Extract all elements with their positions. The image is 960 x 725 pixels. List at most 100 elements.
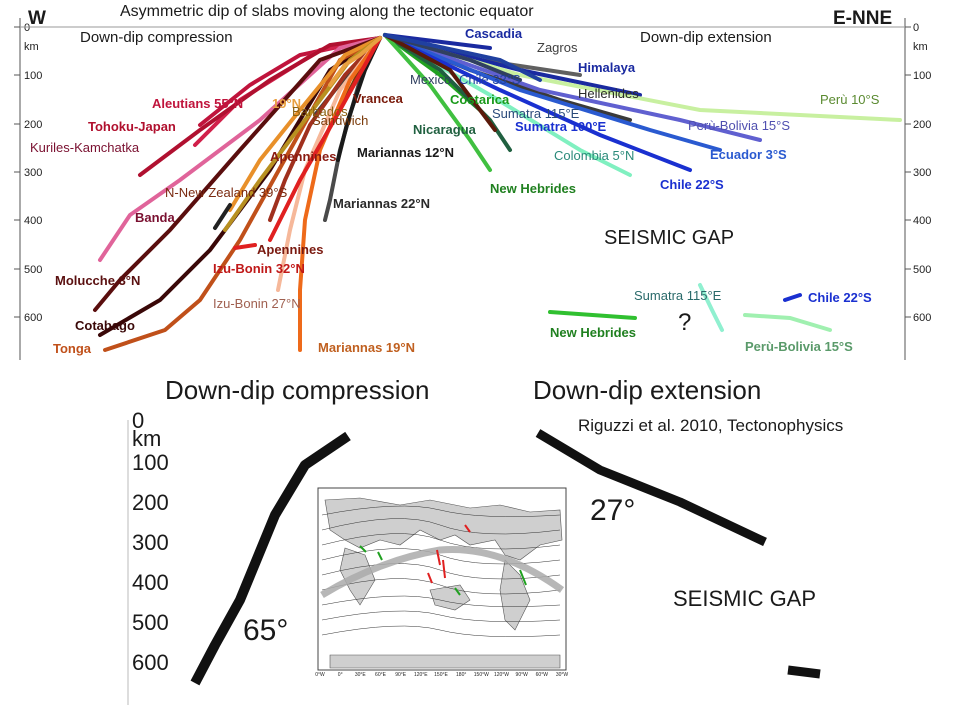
- bottom-depth-300: 300: [132, 530, 169, 555]
- label-molucche: Molucche 3°N: [55, 273, 140, 288]
- left-tick-500: 500: [24, 264, 42, 276]
- label-newhebrides-deep: New Hebrides: [550, 325, 636, 340]
- slab-short-dark: [213, 203, 232, 230]
- slab-izu32-deep: [233, 243, 257, 250]
- label-marianas12: Mariannas 12°N: [357, 145, 454, 160]
- label-19n: 19°N: [272, 96, 301, 111]
- map-lon-label: 120°W: [494, 672, 509, 678]
- map-slab-markers: [359, 524, 527, 596]
- label-vrancea: Vrancea: [353, 91, 404, 106]
- label-aleutians: Aleutians 55°N: [152, 96, 243, 111]
- bottom-depth-600: 600: [132, 650, 169, 675]
- label-barbados: Barbados: [292, 104, 348, 119]
- map-flow-lines: [321, 505, 561, 637]
- top-compression-heading: Down-dip compression: [80, 29, 233, 46]
- bottom-panel: Down-dip compression Down-dip extension …: [127, 375, 843, 705]
- bottom-depth-labels: 0 km 100 200 300 400 500 600: [132, 408, 169, 675]
- map-lon-label: 90°E: [395, 672, 407, 678]
- slab-19n: [328, 36, 382, 87]
- label-tohoku: Tohoku-Japan: [88, 119, 176, 134]
- slab-newhebrides-deep: [548, 310, 637, 320]
- top-panel: 0 km 100 200 300 400 500 600 0 km 100 20…: [0, 0, 960, 362]
- label-chile22-deep: Chile 22°S: [808, 290, 872, 305]
- bottom-depth-500: 500: [132, 610, 169, 635]
- slab-marianas19: [298, 36, 382, 352]
- label-izu27: Izu-Bonin 27°N: [213, 296, 301, 311]
- label-himalaya: Himalaya: [578, 60, 636, 75]
- bottom-depth-400: 400: [132, 570, 169, 595]
- citation: Riguzzi et al. 2010, Tectonophysics: [578, 416, 843, 435]
- map-lon-label: 60°E: [375, 672, 387, 678]
- question-mark: ?: [678, 309, 691, 336]
- left-depth-tick-labels: 0 km 100 200 300 400 500 600: [24, 22, 42, 324]
- left-depth-ticks: [14, 26, 20, 318]
- label-hellenides: Hellenides: [578, 86, 639, 101]
- label-zagros: Zagros: [537, 40, 578, 55]
- bottom-depth-200: 200: [132, 490, 169, 515]
- right-depth-tick-labels: 0 km 100 200 300 400 500 600: [913, 22, 931, 324]
- map-lon-label: 0°: [338, 672, 343, 678]
- map-landmasses: [324, 497, 563, 669]
- bottom-depth-100: 100: [132, 450, 169, 475]
- slab-chile22: [383, 33, 692, 172]
- right-tick-300: 300: [913, 167, 931, 179]
- label-perubolivia-deep: Perù-Bolivia 15°S: [745, 339, 853, 354]
- slab-dark-east: [383, 33, 497, 132]
- map-lon-label: 120°E: [414, 672, 428, 678]
- map-lon-label: 0°W: [315, 672, 325, 678]
- left-tick-200: 200: [24, 119, 42, 131]
- left-tick-600: 600: [24, 312, 42, 324]
- slab-perubolivia-deep: [743, 313, 832, 332]
- slab-banda: [98, 36, 382, 262]
- west-label: W: [28, 8, 46, 29]
- label-cotabago: Cotabago: [75, 318, 135, 333]
- top-seismic-gap-label: SEISMIC GAP: [604, 227, 734, 249]
- map-lon-label: 180°: [456, 672, 466, 678]
- left-tick-0: 0: [24, 22, 30, 34]
- left-tick-400: 400: [24, 215, 42, 227]
- western-slab-labels: Aleutians 55°N 19°N Barbados Sandwich Vr…: [30, 91, 454, 356]
- map-lon-label: 60°W: [536, 672, 549, 678]
- slide-title: Asymmetric dip of slabs moving along the…: [120, 3, 534, 20]
- slab-sumatra-deep: [698, 283, 724, 332]
- slab-kuriles: [138, 36, 382, 177]
- label-costarica: Costarica: [450, 92, 510, 107]
- right-tick-100: 100: [913, 70, 931, 82]
- right-tick-0: 0: [913, 22, 919, 34]
- label-chile33: Chile 33°S: [459, 72, 521, 87]
- tectonic-equator: [320, 546, 565, 598]
- map-lon-label: 150°E: [434, 672, 448, 678]
- label-sumatra100: Sumatra 100°E: [515, 119, 607, 134]
- slab-perubolivia: [383, 33, 762, 142]
- right-tick-200: 200: [913, 119, 931, 131]
- label-peru10: Perù 10°S: [820, 92, 880, 107]
- right-tick-unit: km: [913, 41, 928, 53]
- map-longitude-labels: 0°W 0° 30°E 60°E 90°E 120°E 150°E 180° 150°W 120°…: [315, 672, 568, 678]
- extension-angle: 27°: [590, 494, 635, 527]
- label-nnz: N-New Zealand 39°S: [165, 185, 288, 200]
- label-marianas19: Mariannas 19°N: [318, 340, 415, 355]
- bottom-depth-zero: 0: [132, 408, 144, 433]
- label-newhebrides: New Hebrides: [490, 181, 576, 196]
- compression-angle: 65°: [243, 614, 288, 647]
- map-lon-label: 30°E: [355, 672, 367, 678]
- east-label: E-NNE: [833, 8, 892, 29]
- eastern-slab-labels: Cascadia Zagros Mexico Chile 33°S Himala…: [410, 26, 880, 196]
- label-kuriles: Kuriles-Kamchatka: [30, 140, 140, 155]
- label-nicaragua: Nicaragua: [413, 122, 477, 137]
- bottom-compression-heading: Down-dip compression: [165, 375, 429, 405]
- left-tick-300: 300: [24, 167, 42, 179]
- right-tick-500: 500: [913, 264, 931, 276]
- label-apennines-1: Apennines: [270, 149, 336, 164]
- compression-slab: [190, 431, 351, 686]
- bottom-seismic-gap-label: SEISMIC GAP: [673, 586, 816, 611]
- label-colombia: Colombia 5°N: [554, 148, 634, 163]
- label-chile22: Chile 22°S: [660, 177, 724, 192]
- label-apennines-2: Apennines: [257, 242, 323, 257]
- map-lon-label: 30°W: [556, 672, 569, 678]
- map-lon-label: 90°W: [516, 672, 529, 678]
- top-extension-heading: Down-dip extension: [640, 29, 772, 46]
- left-tick-unit: km: [24, 41, 39, 53]
